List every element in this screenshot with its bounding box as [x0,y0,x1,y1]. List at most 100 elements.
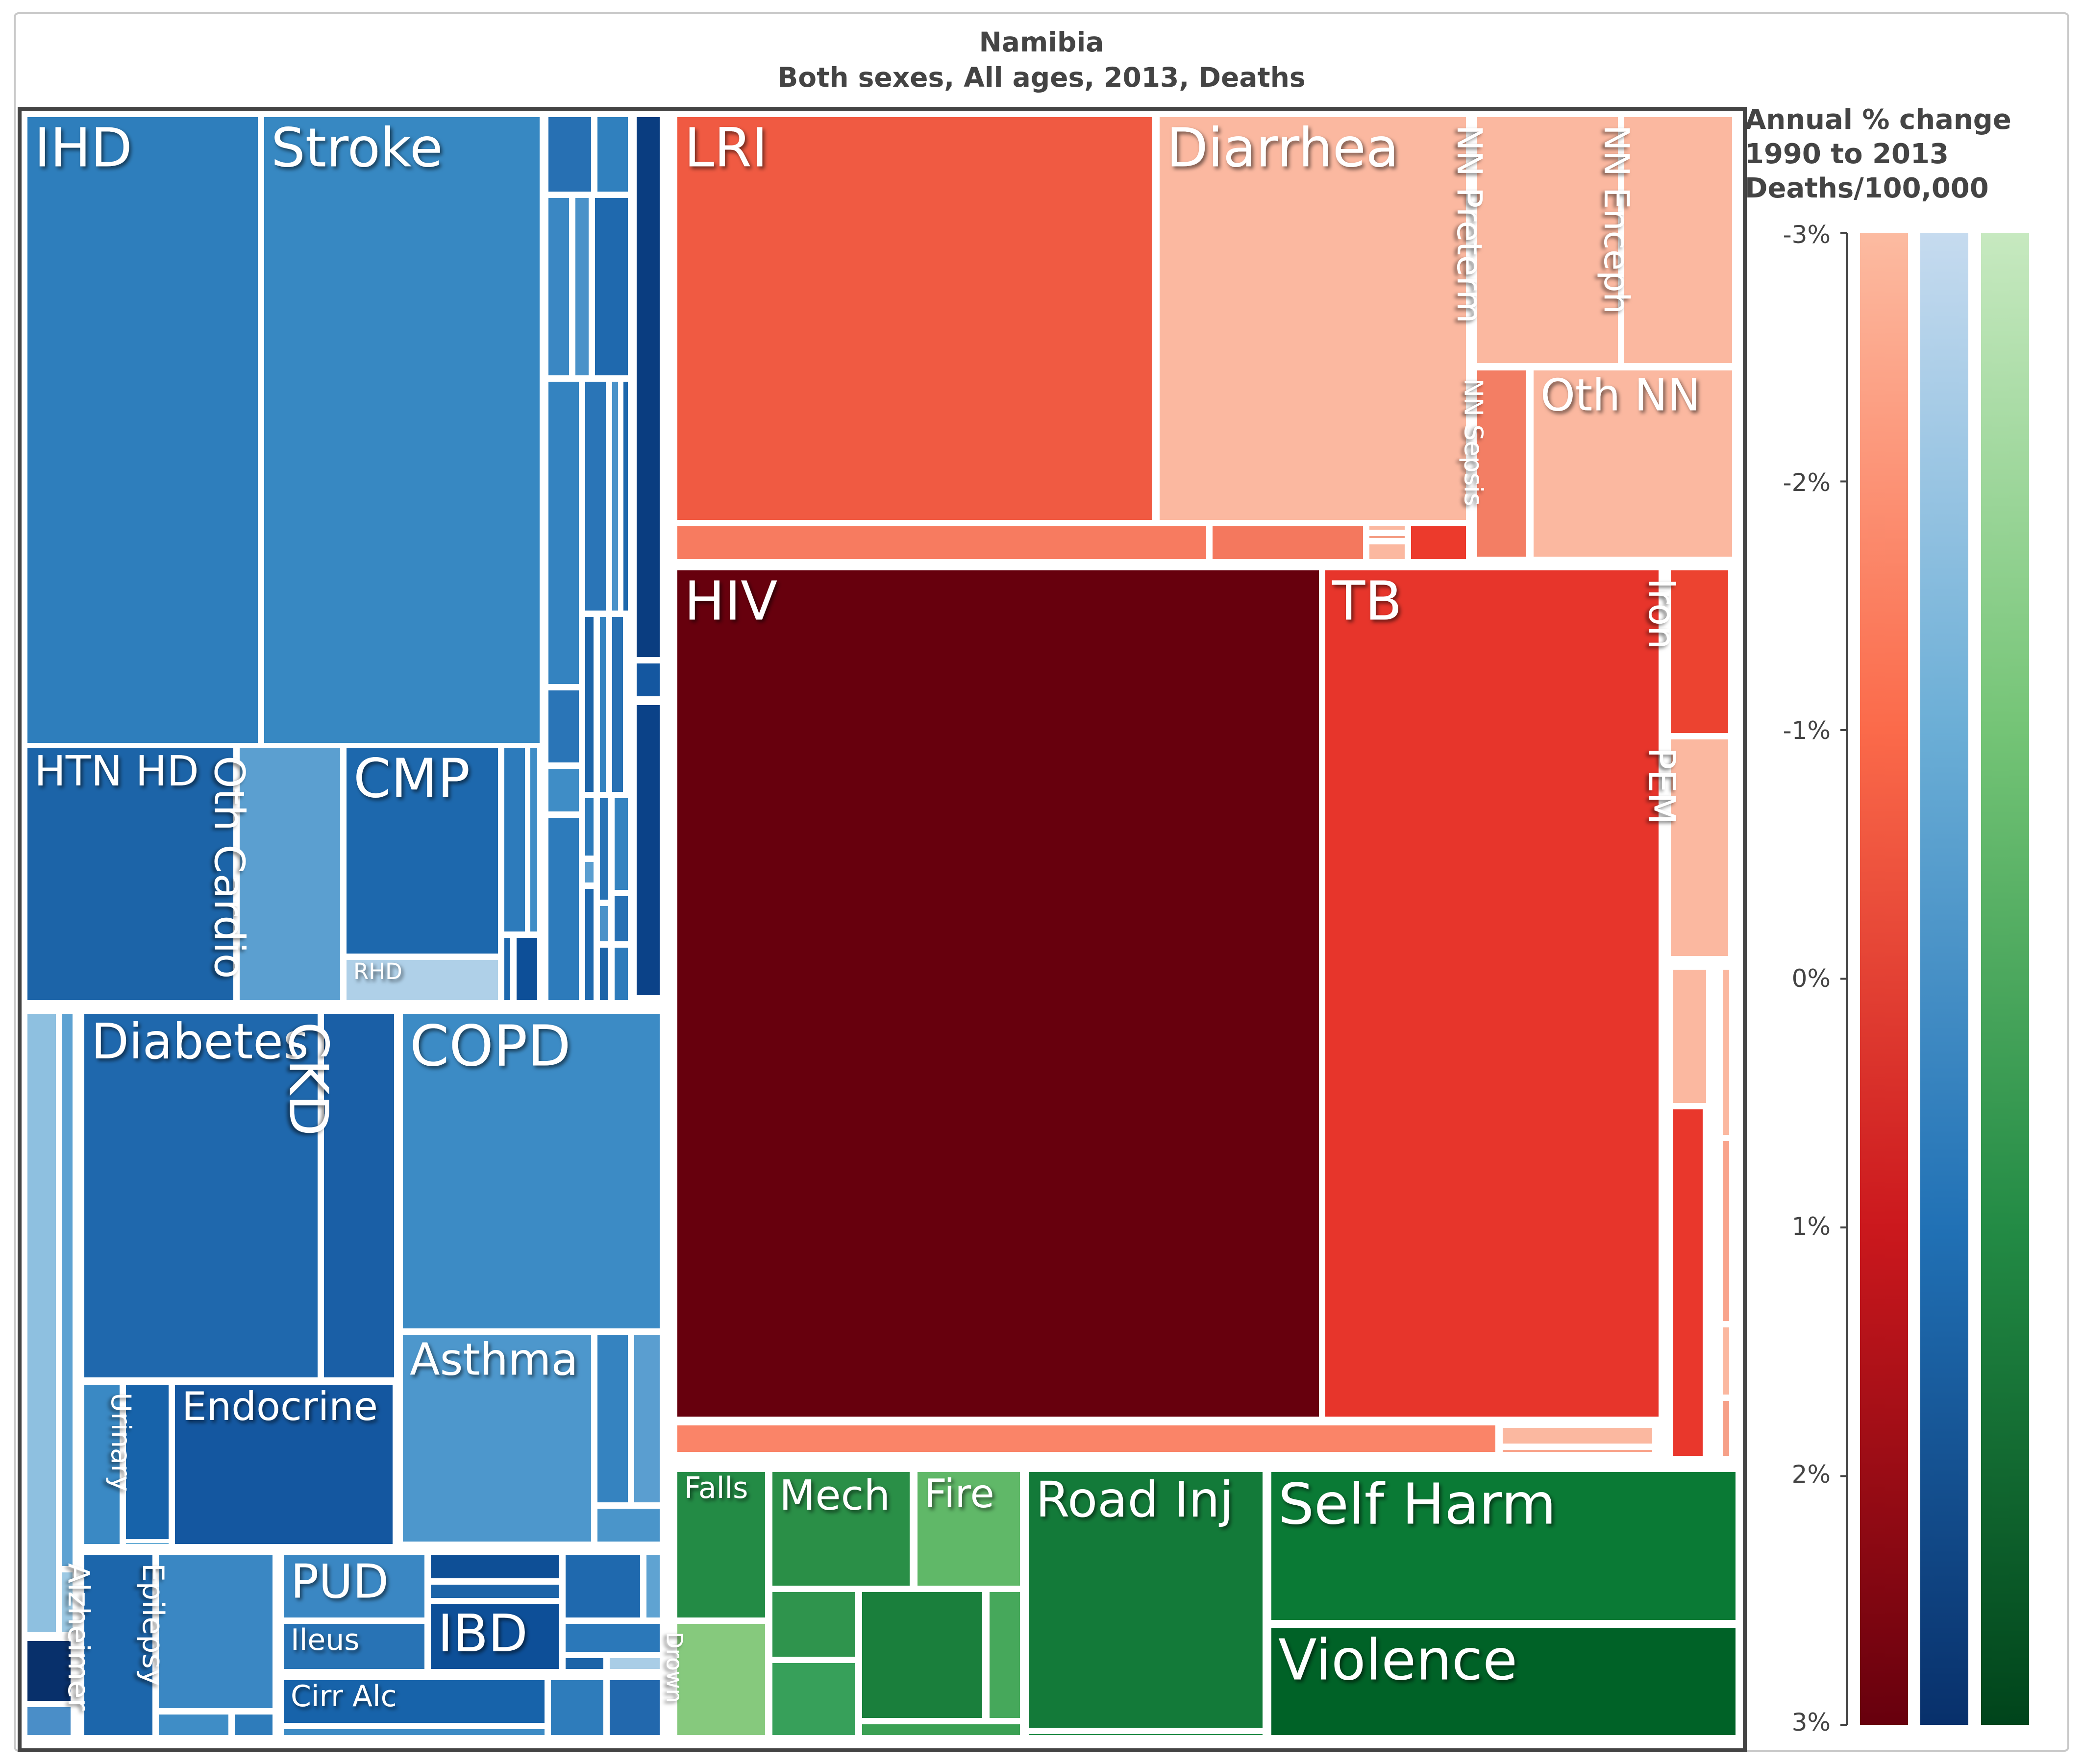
label-diabetes: Diabetes [91,1013,309,1070]
colorbar-tick-6: 3% [1791,1708,1831,1737]
cell-asthma [399,1331,595,1545]
chart-title-line1: Namibia [979,26,1104,58]
colorbar-non-communicable [1920,233,1968,1725]
cell-pud [280,1551,428,1621]
cell-copd [399,1010,664,1332]
colorbar-tick-0: -3% [1783,220,1831,249]
cell-injuries-107 [986,1588,1024,1722]
cell-injuries-108 [858,1720,1024,1739]
cell-communicable-88 [1499,1424,1656,1447]
label-ibd: IBD [438,1604,528,1664]
label-urinary: Urinary [105,1393,137,1492]
cell-non-communicable-34 [427,1581,563,1602]
colorbar-title-line1: Annual % change [1745,104,2011,136]
cell-non-communicable-56 [581,613,597,796]
label-drown: Drown [661,1632,687,1703]
cell-iron [1667,566,1732,737]
label-epilepsy: Epilepsy [136,1563,170,1686]
cell-non-communicable-69 [633,660,664,700]
cell-communicable-77 [673,522,1210,563]
cell-non-communicable-25 [24,1703,74,1739]
cell-communicable-87 [673,1421,1499,1456]
cell-non-communicable-55 [545,814,583,1004]
cell-non-communicable-8 [500,934,514,1004]
cell-non-communicable-17 [80,1381,124,1548]
cell-nn-sepsis [1473,367,1530,561]
colorbar-title-line3: Deaths/100,000 [1745,172,1989,204]
treemap-cells [24,113,1739,1739]
cell-self-harm [1267,1468,1739,1624]
cell-non-communicable-45 [594,113,632,196]
cell-non-communicable-70 [633,701,664,999]
cell-communicable-81 [1365,540,1409,563]
cell-non-communicable-15 [630,1331,664,1506]
cell-communicable-97 [1719,1137,1733,1325]
cell-endocrine [171,1381,397,1548]
cell-non-communicable-52 [620,378,632,614]
cell-communicable-80 [1365,532,1409,542]
cell-non-communicable-51 [608,378,622,614]
cell-falls [673,1468,769,1621]
cell-oth-nn [1530,367,1736,561]
cell-non-communicable-61 [581,885,597,1004]
cell-injuries-104 [769,1588,859,1661]
label-self-harm: Self Harm [1278,1471,1556,1537]
cell-communicable-91 [1669,966,1710,1107]
cell-non-communicable-35 [562,1551,644,1621]
cell-non-communicable-68 [633,113,664,661]
cell-communicable-98 [1719,1323,1733,1398]
label-stroke: Stroke [271,117,443,179]
cell-non-communicable-39 [606,1654,664,1673]
cell-communicable-93 [1708,966,1715,1460]
cell-non-communicable-7 [526,744,541,935]
cell-tb [1321,566,1662,1421]
label-iron: Iron [1640,578,1684,649]
cell-non-communicable-65 [611,892,632,945]
cell-communicable-89 [1499,1446,1656,1456]
cell-hiv [673,566,1323,1421]
cell-communicable-94 [1713,966,1721,1139]
cell-non-communicable-57 [596,613,610,796]
cell-pem [1667,735,1732,960]
label-copd: COPD [410,1013,571,1079]
cell-communicable-82 [1407,522,1470,563]
label-hiv: HIV [684,570,777,633]
label-endocrine: Endocrine [182,1384,378,1429]
cell-non-communicable-16 [594,1505,664,1545]
colorbar-tick-1: -2% [1783,468,1831,497]
label-nn-preterm: NN Preterm [1449,125,1489,323]
cell-non-communicable-46 [545,194,573,379]
cell-non-communicable-58 [608,613,627,796]
label-violence: Violence [1278,1627,1517,1693]
label-tb: TB [1332,570,1402,633]
cell-non-communicable-20 [122,1539,173,1548]
colorbar-communicable [1860,233,1908,1725]
label-road-inj: Road Inj [1036,1471,1233,1528]
cell-communicable-96 [1713,1137,1721,1460]
cell-non-communicable-53 [545,686,583,766]
cell-non-communicable-62 [596,794,612,904]
chart-title-line2: Both sexes, All ages, 2013, Deaths [777,62,1306,93]
label-rhd: RHD [353,958,402,984]
cell-communicable-90 [1655,1424,1662,1456]
cell-non-communicable-33 [427,1551,563,1582]
cell-non-communicable-36 [643,1551,664,1621]
cell-road-inj [1025,1468,1266,1732]
cell-ileus [280,1620,428,1673]
cell-non-communicable-9 [513,934,541,1004]
cell-communicable-78 [1209,522,1367,563]
cell-rhd [343,956,502,1004]
colorbar-tick-2: -1% [1783,716,1831,745]
colorbar-tick-3: 0% [1791,964,1831,993]
colorbar-title-line2: 1990 to 2013 [1745,138,1949,170]
cell-lri [673,113,1156,524]
label-falls: Falls [684,1471,748,1505]
cell-injuries-110 [1025,1730,1266,1739]
label-pem: PEM [1640,747,1684,824]
cell-nn-enceph [1620,113,1736,367]
label-fire: Fire [924,1471,994,1517]
label-ckd: CKD [277,1022,340,1136]
cell-non-communicable-54 [545,765,583,815]
